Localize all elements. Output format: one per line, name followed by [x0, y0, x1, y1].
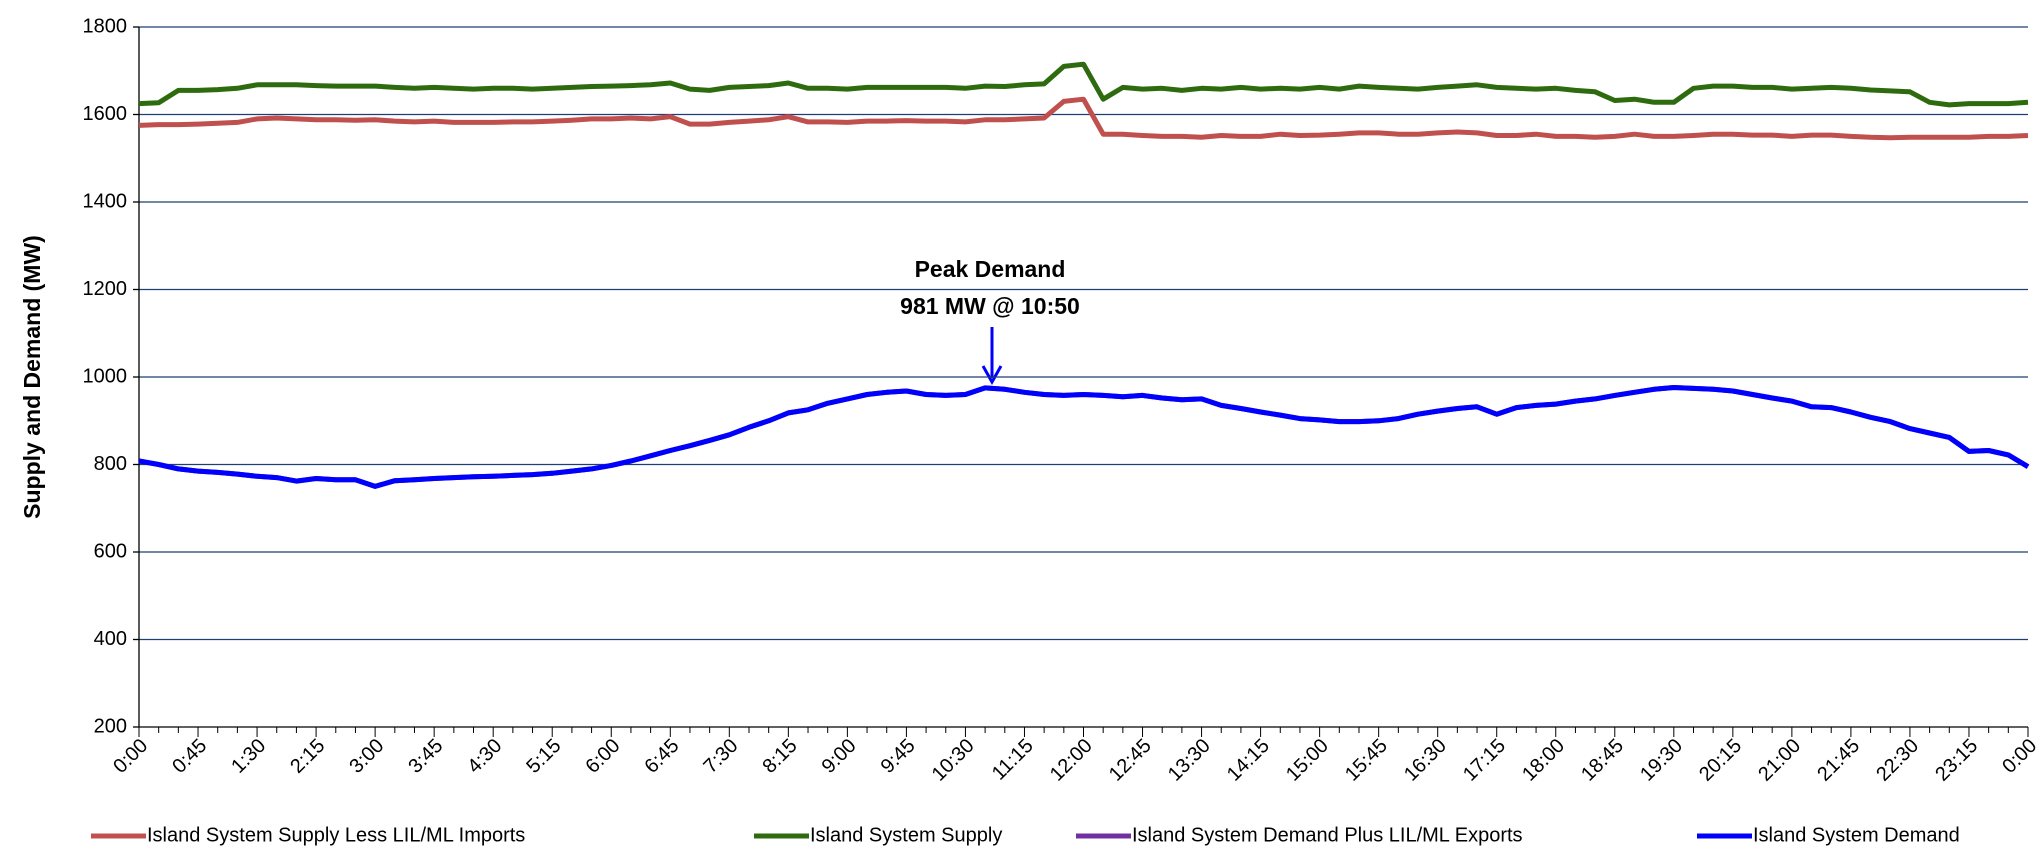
- legend-label: Island System Supply: [810, 824, 1002, 846]
- series-line: [138, 385, 2030, 489]
- x-tick-label: 18:45: [1577, 735, 1628, 786]
- series-line: [138, 61, 2029, 108]
- x-tick-label: 20:15: [1695, 735, 1746, 786]
- annotation: 981 MW @ 10:50: [900, 293, 1080, 319]
- x-tick-label: 23:15: [1931, 735, 1982, 786]
- x-tick-label: 13:30: [1164, 735, 1215, 786]
- legend-label: Island System Demand Plus LIL/ML Exports: [1132, 824, 1523, 846]
- x-tick-label: 0:00: [1998, 735, 2039, 778]
- legend-label: Island System Demand: [1753, 824, 1960, 846]
- x-tick-label: 5:15: [522, 735, 565, 778]
- x-tick-label: 18:00: [1518, 735, 1569, 786]
- y-tick-label: 600: [94, 540, 127, 562]
- x-tick-label: 3:00: [345, 735, 388, 778]
- y-axis-label: Supply and Demand (MW): [19, 235, 45, 519]
- x-tick-label: 15:00: [1282, 735, 1333, 786]
- x-tick-label: 15:45: [1341, 735, 1392, 786]
- x-tick-label: 19:30: [1636, 735, 1687, 786]
- y-tick-label: 1200: [83, 278, 128, 300]
- y-tick-label: 200: [94, 715, 127, 737]
- x-tick-label: 7:30: [699, 735, 742, 778]
- y-tick-label: 800: [94, 453, 127, 475]
- x-tick-label: 1:30: [227, 735, 270, 778]
- x-tick-label: 16:30: [1400, 735, 1451, 786]
- legend-label: Island System Supply Less LIL/ML Imports: [147, 824, 525, 846]
- x-tick-label: 3:45: [404, 735, 447, 778]
- x-tick-label: 9:45: [877, 735, 920, 778]
- x-tick-label: 6:45: [640, 735, 683, 778]
- x-tick-label: 2:15: [286, 735, 329, 778]
- x-tick-label: 10:30: [928, 735, 979, 786]
- x-tick-label: 6:00: [581, 735, 624, 778]
- x-tick-label: 11:15: [988, 735, 1038, 785]
- x-tick-label: 0:45: [168, 735, 211, 778]
- y-tick-label: 400: [94, 628, 127, 650]
- annotation-arrowhead: [981, 365, 1003, 386]
- x-tick-label: 21:00: [1754, 735, 1805, 786]
- annotation: Peak Demand: [915, 256, 1066, 282]
- x-tick-label: 12:00: [1046, 735, 1097, 786]
- x-tick-label: 21:45: [1813, 735, 1864, 786]
- x-tick-label: 14:15: [1223, 735, 1274, 786]
- x-tick-label: 4:30: [463, 735, 506, 778]
- x-tick-label: 17:15: [1459, 735, 1510, 786]
- series-line: [138, 96, 2029, 141]
- y-tick-label: 1400: [83, 190, 128, 212]
- x-tick-label: 12:45: [1105, 735, 1156, 786]
- x-tick-label: 0:00: [109, 735, 152, 778]
- y-tick-label: 1000: [83, 365, 128, 387]
- x-tick-label: 8:15: [759, 735, 802, 778]
- series-line: [138, 385, 2030, 489]
- y-tick-label: 1800: [83, 15, 128, 37]
- x-tick-label: 9:00: [818, 735, 861, 778]
- x-tick-label: 22:30: [1872, 735, 1923, 786]
- y-tick-label: 1600: [83, 103, 128, 125]
